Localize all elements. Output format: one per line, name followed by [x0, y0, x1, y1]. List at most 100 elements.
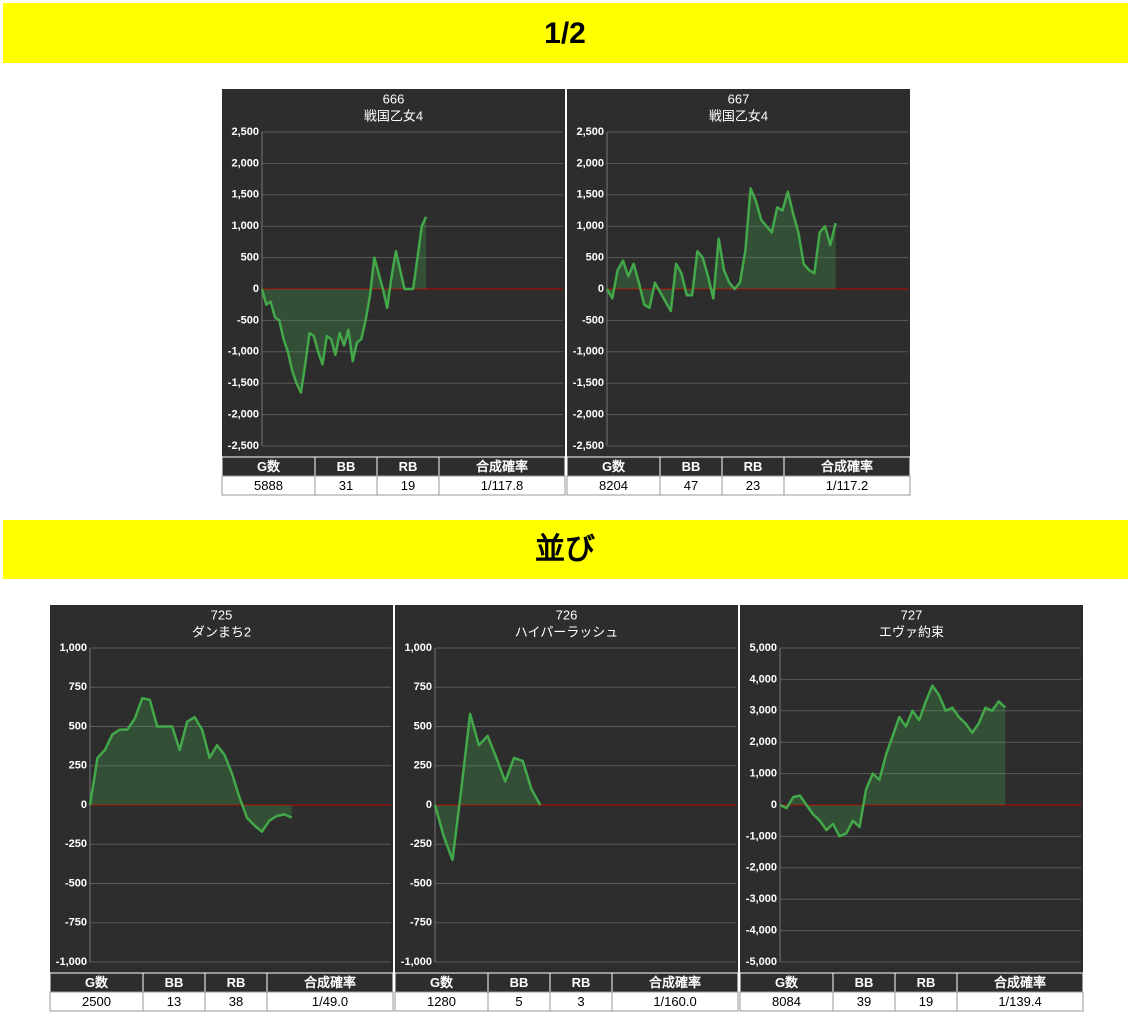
area: [262, 216, 427, 393]
y-tick-label: -500: [410, 877, 432, 889]
table-value: 38: [229, 994, 243, 1009]
table-value: 19: [919, 994, 933, 1009]
area: [780, 685, 1006, 837]
chart-subtitle: ハイパーラッシュ: [515, 624, 618, 639]
y-tick-label: 500: [414, 720, 432, 732]
chart-title: 666: [383, 91, 405, 106]
y-tick-label: 1,000: [749, 768, 777, 780]
y-tick-label: 750: [414, 681, 432, 693]
table-value: 1/160.0: [653, 994, 696, 1009]
chart-panel: [395, 605, 738, 973]
y-tick-label: -1,500: [228, 377, 259, 389]
chart-title: 667: [728, 91, 750, 106]
y-tick-label: -2,500: [228, 440, 259, 452]
table-value: 5888: [254, 478, 283, 493]
table-header: RB: [744, 459, 763, 474]
chart-title: 727: [901, 607, 923, 622]
y-tick-label: -2,000: [573, 409, 604, 421]
table-header: RB: [572, 975, 591, 990]
section-bar: [3, 520, 1128, 579]
y-tick-label: 2,000: [749, 736, 777, 748]
y-tick-label: 500: [69, 720, 87, 732]
table-header: G数: [430, 975, 454, 990]
table-header: 合成確率: [821, 459, 873, 474]
table-header: 合成確率: [304, 975, 356, 990]
y-tick-label: -5,000: [746, 956, 777, 968]
y-tick-label: -1,000: [746, 830, 777, 842]
table-cell: [611, 991, 739, 1012]
y-tick-label: 2,500: [231, 126, 259, 138]
chart-title: 725: [211, 607, 233, 622]
y-tick-label: 4,000: [749, 673, 777, 685]
table-header: G数: [85, 975, 109, 990]
table-header: BB: [337, 459, 356, 474]
table-cell: [956, 991, 1084, 1012]
y-tick-label: 0: [598, 283, 604, 295]
table-header: 合成確率: [649, 975, 701, 990]
y-tick-label: -2,000: [228, 409, 259, 421]
table-value: 1/49.0: [312, 994, 348, 1009]
y-tick-label: 1,500: [231, 189, 259, 201]
table-header: G数: [257, 459, 281, 474]
table-header: 合成確率: [994, 975, 1046, 990]
table-value: 1/117.2: [826, 478, 868, 493]
chart-subtitle: エヴァ約束: [879, 624, 944, 639]
table-value: 23: [746, 478, 760, 493]
y-tick-label: 0: [426, 799, 432, 811]
y-tick-label: -1,000: [573, 346, 604, 358]
table-value: 5: [515, 994, 522, 1009]
table-header: BB: [165, 975, 184, 990]
y-tick-label: 250: [414, 760, 432, 772]
y-tick-label: -3,000: [746, 893, 777, 905]
y-tick-label: 1,500: [576, 189, 604, 201]
y-tick-label: 1,000: [576, 220, 604, 232]
table-header: RB: [399, 459, 418, 474]
chart-subtitle: 戦国乙女4: [709, 108, 768, 123]
table-cell: [783, 475, 911, 496]
table-value: 8084: [772, 994, 801, 1009]
table-value: 47: [684, 478, 698, 493]
y-tick-label: 0: [771, 799, 777, 811]
area: [90, 698, 292, 832]
y-tick-label: 500: [586, 252, 604, 264]
table-value: 1/139.4: [998, 994, 1041, 1009]
line: [88, 696, 293, 833]
y-tick-label: 5,000: [749, 642, 777, 654]
y-tick-label: 250: [69, 760, 87, 772]
line: [433, 712, 542, 862]
table-value: 19: [401, 478, 415, 493]
chart-title: 726: [556, 607, 578, 622]
section-heading: 並び: [535, 533, 595, 566]
y-tick-label: -250: [410, 838, 432, 850]
y-tick-label: -2,000: [746, 862, 777, 874]
chart-panel: [222, 89, 565, 457]
y-tick-label: 500: [241, 252, 259, 264]
line: [779, 684, 1007, 838]
table-value: 1280: [427, 994, 456, 1009]
y-tick-label: 1,000: [404, 642, 432, 654]
table-header: G数: [775, 975, 799, 990]
table-cell: [438, 475, 566, 496]
chart-subtitle: ダンまち2: [192, 624, 251, 639]
y-tick-label: -500: [582, 314, 604, 326]
y-tick-label: 1,000: [231, 220, 259, 232]
y-tick-label: 2,000: [231, 157, 259, 169]
y-tick-label: 3,000: [749, 705, 777, 717]
area: [607, 188, 836, 311]
y-tick-label: -2,500: [573, 440, 604, 452]
chart-panel: [740, 605, 1083, 973]
y-tick-label: -500: [65, 877, 87, 889]
table-header: 合成確率: [476, 459, 528, 474]
table-cell: [266, 991, 394, 1012]
y-tick-label: 0: [253, 283, 259, 295]
area: [435, 713, 541, 860]
y-tick-label: -250: [65, 838, 87, 850]
y-tick-label: -1,000: [401, 956, 432, 968]
y-tick-label: -750: [65, 917, 87, 929]
y-tick-label: -1,500: [573, 377, 604, 389]
table-value: 31: [339, 478, 353, 493]
table-value: 1/117.8: [481, 478, 523, 493]
y-tick-label: -4,000: [746, 925, 777, 937]
table-value: 39: [857, 994, 871, 1009]
